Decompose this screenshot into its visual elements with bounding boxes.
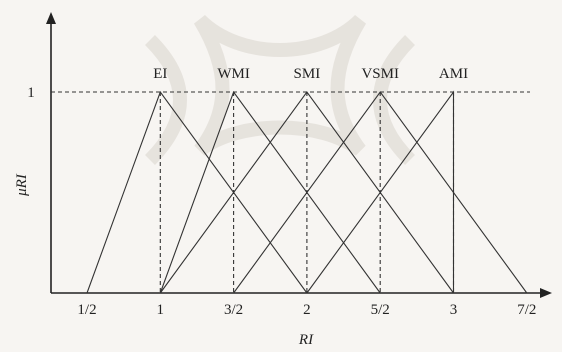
y-tick-labels: 1 — [27, 85, 35, 101]
series-labels: EI WMI SMI VSMI AMI — [153, 66, 468, 82]
membership-functions — [86, 90, 528, 294]
series-label-smi: SMI — [294, 66, 321, 82]
x-tick-label: 3/2 — [224, 302, 243, 318]
series-label-wmi: WMI — [217, 66, 250, 82]
y-axis-arrow — [46, 12, 56, 24]
x-tick-label: 1 — [157, 302, 165, 318]
x-axis-title: RI — [298, 332, 314, 348]
x-tick-label: 7/2 — [517, 302, 536, 318]
series-line-vsmi — [233, 91, 528, 294]
x-tick-label: 3 — [450, 302, 458, 318]
x-tick-label: 2 — [303, 302, 311, 318]
series-label-ami: AMI — [439, 66, 468, 82]
series-line-ami — [306, 90, 455, 294]
series-line-ei — [86, 90, 308, 294]
x-axis-arrow — [540, 288, 552, 298]
series-label-ei: EI — [153, 66, 167, 82]
background-watermark — [144, 14, 416, 165]
x-tick-label: 5/2 — [371, 302, 390, 318]
x-tick-label: 1/2 — [77, 302, 96, 318]
axes — [46, 12, 552, 298]
series-line-wmi — [159, 90, 381, 294]
series-label-vsmi: VSMI — [361, 66, 399, 82]
series-line-smi — [159, 91, 454, 294]
x-tick-labels: 1/2 1 3/2 2 5/2 3 7/2 — [77, 302, 536, 318]
y-axis-title: μRI — [14, 173, 30, 197]
y-tick-label: 1 — [27, 85, 35, 101]
